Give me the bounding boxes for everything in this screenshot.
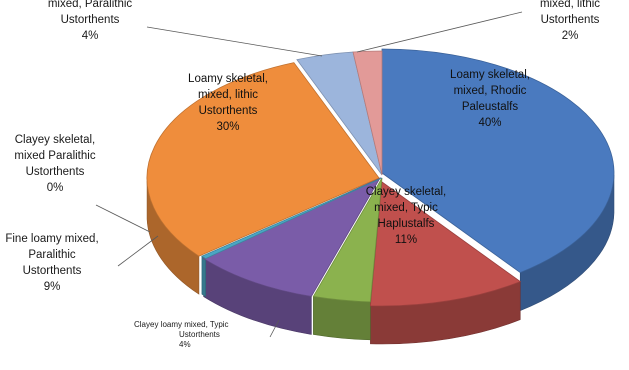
slice-label-line: Clayey loamy mixed, Typic [134,320,229,329]
pie-slice-side-5 [201,255,206,298]
slice-label-line: 11% [395,234,417,246]
slice-label-line: Ustorthents [23,265,82,277]
pie-slice-3 [312,177,383,303]
slice-label-6: Loamy skeletal, mixed, lithic Ustorthents 3… [188,73,268,133]
slice-label-line: Fine loamy mixed, [5,233,98,245]
slice-label-line: Ustorthents [541,14,600,26]
slice-label-line: mixed, Typic [374,202,438,214]
slice-label-1: Loamy skeletal, mixed, Rhodic Paleustalfs 4… [450,69,530,129]
leader-line-5 [95,204,151,233]
leader-line-4 [117,235,159,267]
slice-label-line: mixed Paralithic [14,150,95,162]
leader-line-8 [356,11,523,53]
slice-label-line: Clayey skeletal, [366,186,447,198]
pie-tops [146,48,615,307]
pie-slice-side-3 [313,296,371,341]
pie-slice-8 [352,50,383,176]
slice-label-line: Paleustalfs [462,101,519,113]
slice-label-line: Clayey skeletal, [15,134,96,146]
slice-label-2: Clayey skeletal, mixed, Typic Haplustalfs 1… [366,186,447,246]
slice-label-line: mixed, Rhodic [454,85,527,97]
slice-label-line: 4% [82,30,99,42]
slice-label-7: Loamy skeletal,mixed, ParalithicUstorthe… [48,0,133,42]
slice-label-line: 4% [179,340,191,349]
leader-line-7 [146,26,323,57]
pie-slice-6 [146,62,380,257]
slice-label-line: mixed, lithic [540,0,600,10]
slice-label-line: Paralithic [28,249,76,261]
pie-slice-1 [381,48,615,274]
slice-label-line: Ustorthents [179,330,220,339]
slice-label-line: 40% [478,117,501,129]
pie-slice-5 [201,177,383,260]
slice-label-line: Ustorthents [199,105,258,117]
slice-label-line: Ustorthents [61,14,120,26]
pie-slice-2 [369,181,522,307]
slice-label-line: Haplustalfs [378,218,435,230]
slice-label-line: Loamy skeletal, [188,73,268,85]
pie-slice-4 [202,177,381,297]
slice-label-line: 2% [562,30,579,42]
slice-label-line: mixed, Paralithic [48,0,133,10]
leader-line-3 [269,319,280,338]
slice-label-3: Clayey loamy mixed, Typic Ustorthents 4% [134,320,229,349]
slice-label-5: Clayey skeletal, mixed Paralithic Ustorthe… [14,134,95,194]
pie-labels: Loamy skeletal, mixed, Rhodic Paleustalfs 4… [5,0,609,349]
slice-label-line: 0% [47,182,64,194]
slice-label-line: Ustorthents [26,166,85,178]
slice-label-line: 30% [216,121,239,133]
slice-label-line: 9% [44,281,61,293]
slice-label-line: Loamy skeletal, [450,69,530,81]
slice-label-line: mixed, lithic [198,89,258,101]
slice-label-4: Fine loamy mixed, Paralithic Ustorthents 9% [5,233,98,293]
pie-sides [146,174,615,345]
